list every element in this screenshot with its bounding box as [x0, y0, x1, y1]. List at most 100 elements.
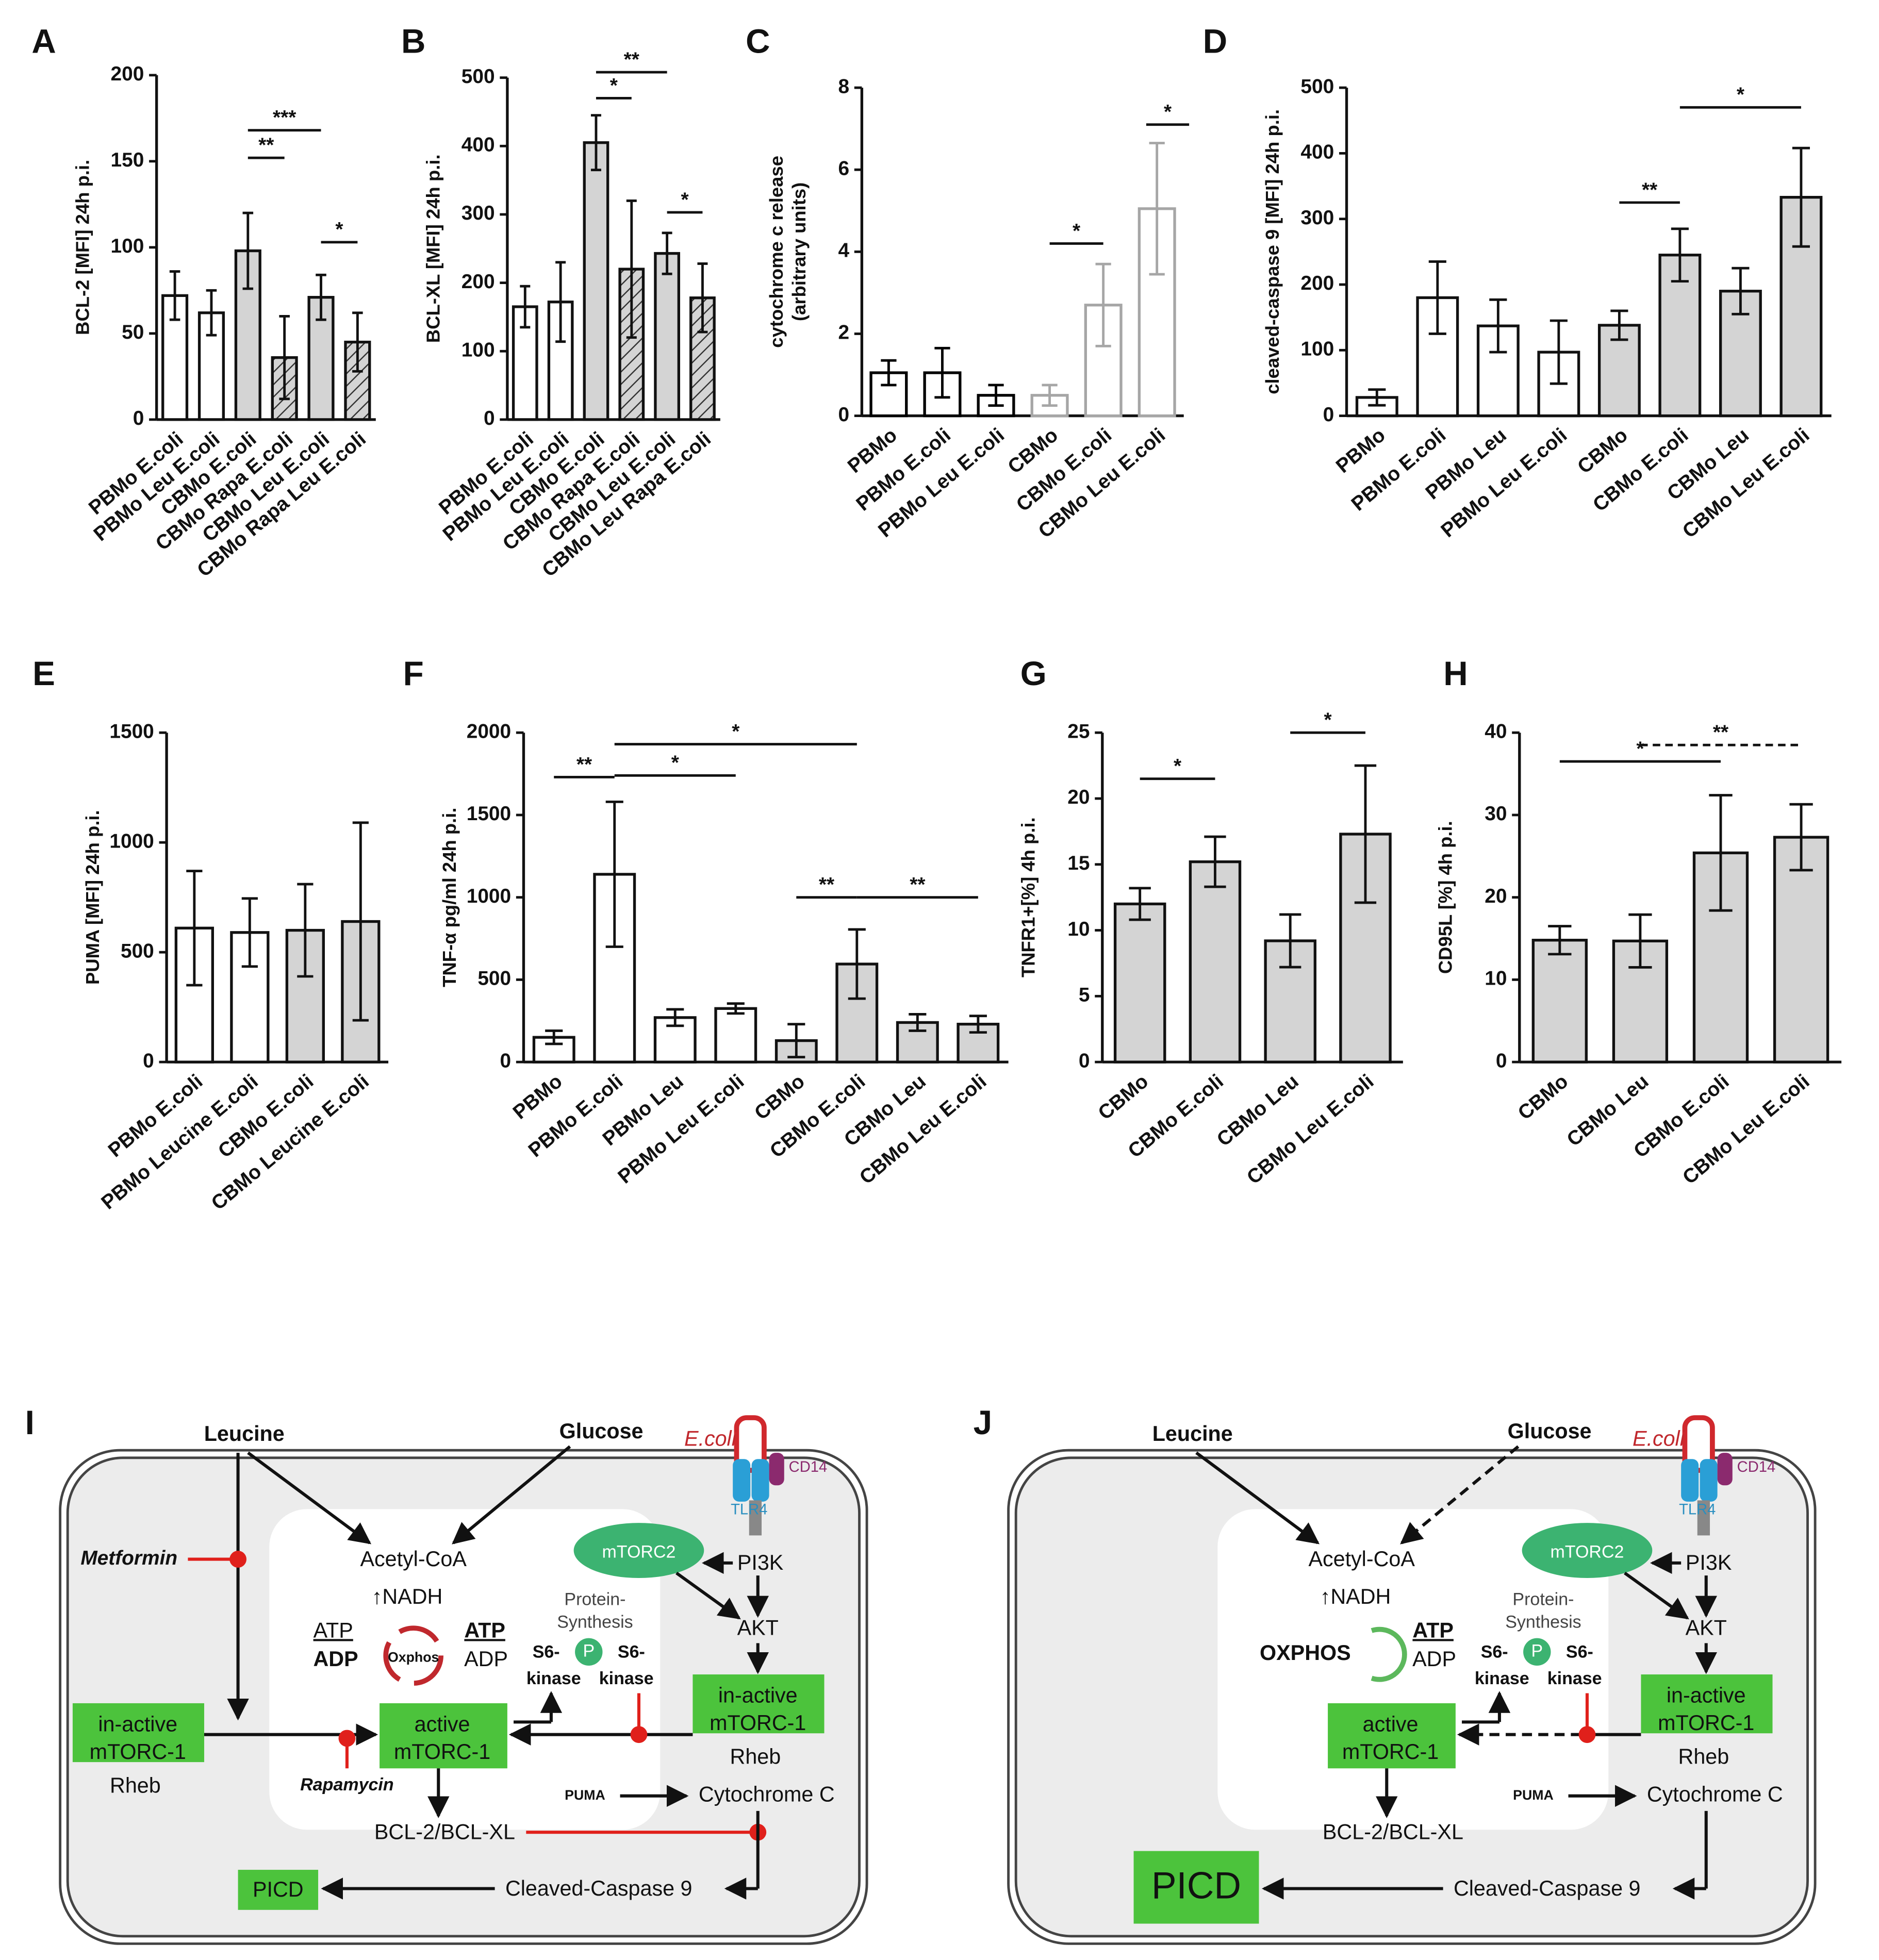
diagram-label: Rheb	[1678, 1745, 1729, 1769]
diagram-label: S6-	[618, 1642, 645, 1662]
diagram-label: ADP	[313, 1647, 358, 1671]
x-tick-label: CBMo Leu E.coli	[1243, 1070, 1378, 1189]
diagram-label: kinase	[599, 1669, 654, 1688]
diagram-label: BCL-2/BCL-XL	[374, 1820, 515, 1843]
diagram-label: ATP	[1412, 1618, 1454, 1642]
diagram-label: Cleaved-Caspase 9	[505, 1876, 693, 1900]
diagram-label: Rapamycin	[300, 1775, 393, 1795]
diagram-label: mTORC2	[1550, 1542, 1624, 1562]
diagram-label: active	[1363, 1713, 1419, 1736]
y-tick-label: 6	[838, 157, 849, 179]
y-tick-label: 2	[838, 322, 849, 344]
diagram-label: mTORC2	[602, 1542, 675, 1562]
diagram-label: AKT	[737, 1616, 779, 1640]
diagram-label: S6-	[1481, 1642, 1508, 1662]
y-tick-label: 200	[1300, 272, 1334, 294]
diagram-label: CD14	[1737, 1459, 1776, 1475]
y-tick-label: 500	[477, 968, 511, 990]
diagram-label: Cytochrome C	[699, 1783, 835, 1806]
y-axis-label: TNF-α pg/ml 24h p.i.	[439, 808, 460, 987]
diagram-label: I	[25, 1404, 35, 1441]
diagram-label: BCL-2/BCL-XL	[1323, 1820, 1463, 1843]
y-tick-label: 20	[1067, 786, 1090, 808]
diagram-label: Glucose	[559, 1419, 644, 1443]
significance-label: *	[610, 75, 618, 97]
y-axis-label: PUMA [MFI] 24h p.i.	[82, 810, 103, 985]
diagram-label: TLR4	[731, 1502, 767, 1518]
diagram-label: PICD	[1151, 1865, 1241, 1907]
bar	[1113, 902, 1166, 1064]
diagram-label: Oxphos	[388, 1650, 439, 1665]
arrow	[675, 1571, 741, 1620]
diagram-label: TLR4	[1679, 1502, 1716, 1518]
significance-label: ***	[273, 107, 296, 129]
y-tick-label: 5	[1079, 984, 1090, 1006]
significance-label: **	[624, 48, 640, 71]
cd14-receptor	[769, 1453, 784, 1486]
diagram-label: ↑NADH	[372, 1585, 443, 1608]
y-tick-label: 500	[461, 65, 495, 88]
diagram-label: S6-	[533, 1642, 560, 1662]
bar	[583, 141, 609, 421]
bar	[618, 268, 645, 421]
significance-label: *	[335, 219, 343, 241]
significance-label: *	[671, 752, 680, 774]
diagram-label: ADP	[1412, 1647, 1456, 1671]
mitochondrion-area	[1217, 1509, 1609, 1830]
diagram-label: Acetyl-CoA	[360, 1547, 467, 1571]
receptor-stem	[1697, 1500, 1710, 1536]
y-tick-label: 500	[121, 940, 154, 962]
significance-label: **	[1713, 722, 1729, 744]
y-tick-label: 150	[111, 149, 144, 171]
bar	[1416, 296, 1459, 418]
tlr4-receptor	[751, 1459, 769, 1502]
diagram-label: Acetyl-CoA	[1308, 1547, 1415, 1571]
y-tick-label: 0	[500, 1050, 512, 1072]
diagram-label: P	[1531, 1641, 1543, 1660]
bar	[1773, 836, 1829, 1064]
oxphos-cycle	[1371, 1626, 1407, 1682]
y-axis-label: BCL-XL [MFI] 24h p.i.	[423, 154, 444, 343]
y-tick-label: 100	[1300, 338, 1334, 360]
y-tick-label: 500	[1300, 75, 1334, 97]
y-tick-label: 0	[1496, 1050, 1507, 1072]
arrow	[1400, 1445, 1520, 1544]
phospho-node	[575, 1638, 603, 1666]
y-tick-label: 8	[838, 75, 849, 97]
mtorc2-node	[1522, 1523, 1653, 1579]
bar	[654, 252, 681, 421]
diagram-label: PUMA	[565, 1787, 605, 1803]
y-tick-label: 200	[111, 63, 144, 85]
diagram-label: Metformin	[80, 1547, 177, 1569]
y-tick-label: 100	[111, 235, 144, 257]
y-tick-label: 0	[133, 407, 144, 429]
diagram-label: J	[974, 1404, 992, 1441]
significance-label: **	[910, 874, 926, 896]
diagram-label: in-active	[98, 1713, 177, 1736]
diagram-label: kinase	[1475, 1669, 1529, 1688]
picd-box	[1133, 1851, 1259, 1924]
y-tick-label: 2000	[467, 720, 511, 742]
diagram-label: ↑NADH	[1320, 1585, 1391, 1608]
significance-label: *	[732, 721, 740, 743]
y-tick-label: 100	[461, 339, 495, 361]
tlr4-receptor	[1700, 1459, 1718, 1502]
mtorc1-active-box	[380, 1703, 507, 1769]
diagram-label: Leucine	[204, 1422, 285, 1446]
diagram-label: Glucose	[1508, 1419, 1592, 1443]
y-tick-label: 1000	[109, 830, 154, 852]
diagram-label: Protein-	[1512, 1590, 1574, 1609]
y-tick-label: 40	[1485, 720, 1507, 742]
panel-letter: C	[746, 22, 770, 60]
diagram-label: in-active	[1667, 1684, 1746, 1707]
diagram-label: active	[415, 1713, 470, 1736]
diagram-label: Synthesis	[1505, 1612, 1581, 1632]
diagram-label: Synthesis	[557, 1612, 633, 1632]
mitochondrion-area	[269, 1509, 661, 1830]
diagram-label: kinase	[526, 1669, 581, 1688]
